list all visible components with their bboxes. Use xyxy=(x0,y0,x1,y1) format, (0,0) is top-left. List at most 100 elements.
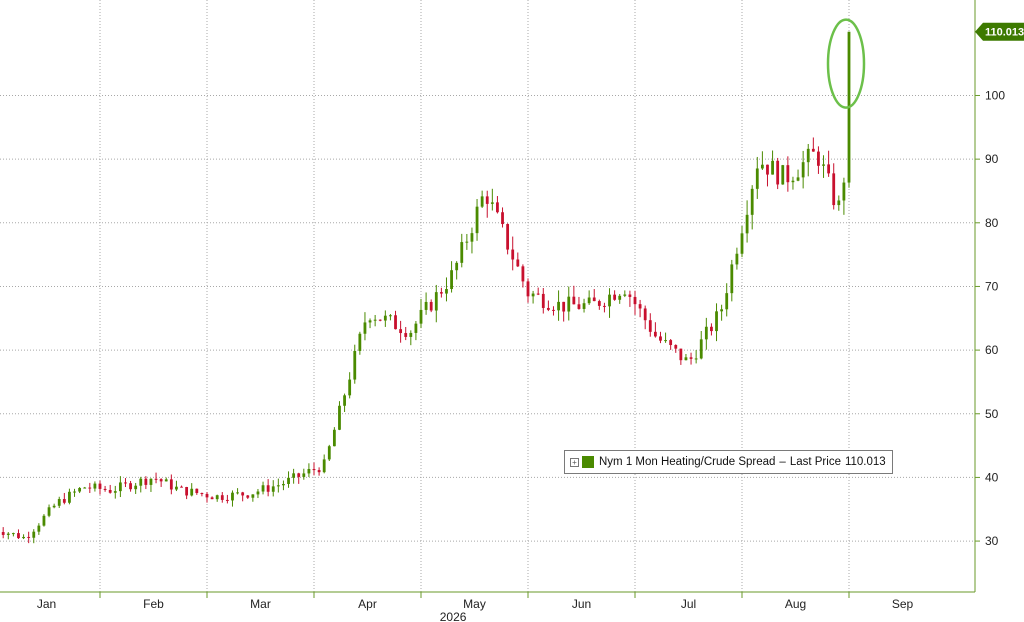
candle-body xyxy=(159,479,163,482)
candle-body xyxy=(832,173,836,206)
candle-body xyxy=(124,482,127,484)
candle-body xyxy=(343,395,346,406)
candle-body xyxy=(577,304,581,309)
candle-body xyxy=(210,497,214,500)
candle-body xyxy=(791,180,795,183)
candle-body xyxy=(414,323,418,333)
x-tick-label: May xyxy=(463,597,486,611)
candle-body xyxy=(134,485,138,490)
candle-body xyxy=(373,319,377,321)
candle-body xyxy=(664,340,667,342)
candle-body xyxy=(490,202,494,204)
candle-body xyxy=(52,505,56,508)
candle-body xyxy=(582,303,586,309)
candle-body xyxy=(32,531,36,538)
candle-body xyxy=(42,515,46,526)
candle-body xyxy=(17,533,20,539)
x-tick-label: Apr xyxy=(358,597,377,611)
x-tick-label: Jan xyxy=(37,597,56,611)
candle-body xyxy=(536,293,540,295)
candle-body xyxy=(144,478,148,485)
candle-body xyxy=(592,297,596,302)
candle-body xyxy=(674,345,678,349)
candle-body xyxy=(557,301,560,311)
candle-body xyxy=(434,292,438,311)
candle-body xyxy=(485,196,489,204)
candle-body xyxy=(475,206,479,234)
candle-body xyxy=(139,478,143,486)
candle-body xyxy=(363,322,367,334)
legend-swatch xyxy=(582,456,594,468)
candle-body xyxy=(597,301,601,306)
candle-body xyxy=(383,315,387,321)
candle-body xyxy=(786,165,790,183)
x-tick-label: Jul xyxy=(681,597,696,611)
candle-body xyxy=(389,315,392,317)
candle-body xyxy=(297,473,301,477)
candle-body xyxy=(806,148,810,163)
candle-body xyxy=(6,533,10,535)
candle-body xyxy=(57,499,61,506)
candle-body xyxy=(368,320,372,323)
candle-body xyxy=(241,492,245,496)
candle-body xyxy=(429,301,433,311)
annotation-circle xyxy=(826,18,866,109)
candle-body xyxy=(725,293,729,310)
candle-body xyxy=(231,492,234,501)
candle-body xyxy=(684,357,688,361)
legend[interactable]: + Nym 1 Mon Heating/Crude Spread – Last … xyxy=(564,450,893,474)
candle-body xyxy=(755,168,759,189)
candle-body xyxy=(455,262,459,271)
candle-body xyxy=(409,332,413,337)
candle-body xyxy=(271,486,275,492)
y-tick-label: 80 xyxy=(985,216,999,230)
legend-last-price-label: Last Price xyxy=(789,456,841,468)
candle-body xyxy=(633,296,637,305)
candle-body xyxy=(256,491,260,495)
candle-body xyxy=(83,487,87,489)
candle-body xyxy=(541,293,545,308)
candle-body xyxy=(1,532,5,535)
x-tick-label: Feb xyxy=(143,597,164,611)
candle-body xyxy=(78,487,82,492)
candle-body xyxy=(282,483,285,486)
candle-body xyxy=(450,270,453,290)
candle-body xyxy=(562,301,566,312)
candle-body xyxy=(480,196,484,207)
candle-body xyxy=(511,249,515,260)
candle-body xyxy=(404,333,408,337)
candle-body xyxy=(628,294,632,297)
candle-body xyxy=(822,164,825,166)
candle-body xyxy=(643,308,647,321)
candle-body xyxy=(465,241,469,243)
legend-expand-icon[interactable]: + xyxy=(570,457,579,467)
candle-body xyxy=(348,379,352,396)
candle-body xyxy=(225,499,229,501)
candle-body xyxy=(827,164,831,174)
candle-body xyxy=(215,495,219,500)
y-tick-label: 50 xyxy=(985,407,999,421)
candle-body xyxy=(546,307,550,310)
candle-body xyxy=(185,487,189,496)
candle-body xyxy=(88,487,92,489)
candle-body xyxy=(470,233,474,242)
candle-body xyxy=(322,459,326,473)
candle-body xyxy=(108,489,112,493)
candle-body xyxy=(766,164,769,175)
candle-body xyxy=(332,429,336,447)
candle-body xyxy=(445,289,448,294)
candle-body xyxy=(246,495,250,498)
candle-body xyxy=(730,264,734,294)
candle-body xyxy=(353,350,357,380)
candle-body xyxy=(460,242,464,263)
candle-body xyxy=(266,485,270,492)
candle-body xyxy=(638,304,642,309)
candle-body xyxy=(220,495,224,500)
candle-body xyxy=(653,331,657,337)
candle-body xyxy=(781,165,785,185)
candle-body xyxy=(623,294,627,296)
y-tick-label: 70 xyxy=(985,279,999,293)
candle-body xyxy=(516,259,520,267)
candle-body xyxy=(760,164,764,169)
candle-body xyxy=(659,336,662,341)
